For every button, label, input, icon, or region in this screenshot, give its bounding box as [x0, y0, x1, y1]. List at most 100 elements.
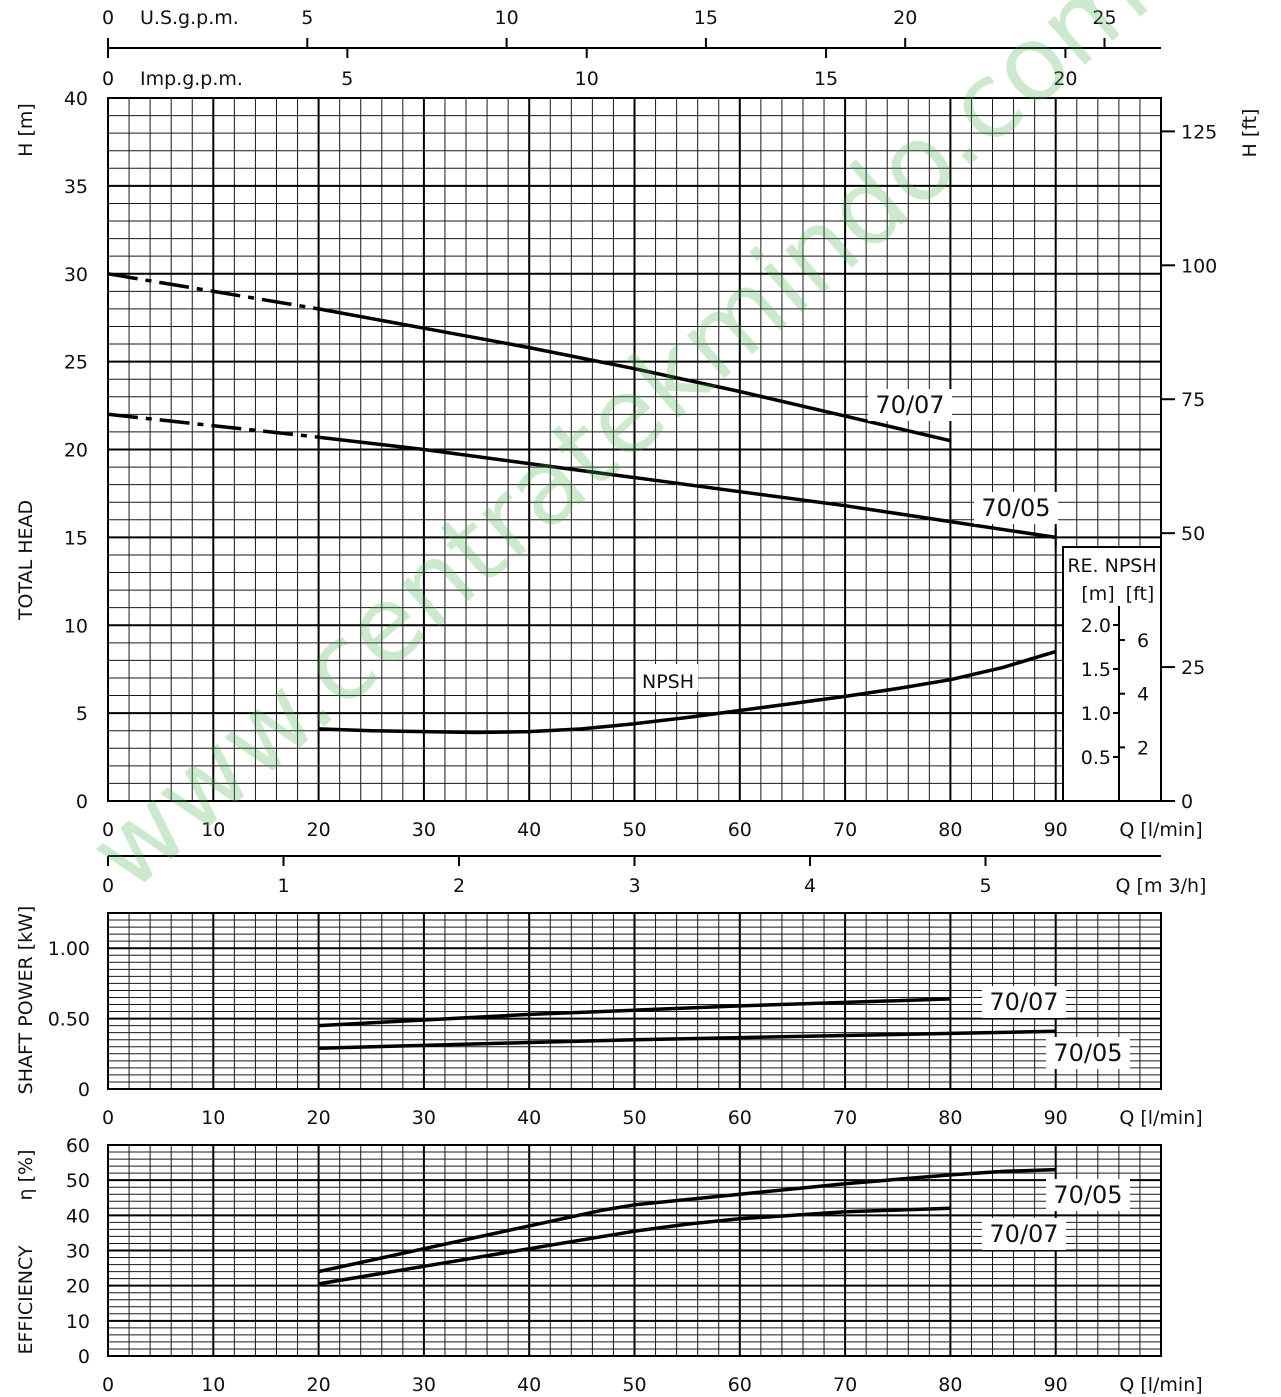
eff-x-tick-label: 60: [728, 1374, 752, 1396]
power-x-axis-label: Q [l/min]: [1119, 1107, 1202, 1129]
power-x-tick-label: 40: [517, 1107, 541, 1129]
npsh-label-bg: [636, 664, 698, 692]
head-ft-tick-label: 125: [1181, 121, 1217, 143]
power-curve-label: 70/05: [1053, 1039, 1122, 1067]
head-curve-70-07-dashed: [107, 272, 319, 311]
head-curve-70-07: [318, 307, 951, 443]
impgpm-scale-tick-label: 15: [814, 68, 838, 90]
head-curve-70-05-dashed: [107, 412, 319, 439]
head-grid: [107, 97, 1162, 802]
head-y-axis-label: H [m]: [15, 103, 37, 157]
eff-y-tick-label: 10: [66, 1311, 90, 1333]
npsh-inset-m-tick-label: 1.5: [1081, 659, 1111, 681]
head-curve-label-bg: [974, 492, 1058, 524]
head-y-tick-label: 20: [64, 440, 88, 462]
m3h-scale-tick-label: 4: [804, 875, 816, 897]
head-curve-label-bg: [868, 389, 952, 421]
head-x-tick-label: 80: [938, 819, 962, 841]
power-curve-70-07: [318, 997, 951, 1028]
eff-x-axis-label: Q [l/min]: [1119, 1374, 1202, 1396]
head-x-axis-label: Q [l/min]: [1119, 819, 1202, 841]
head-y-tick-label: 35: [64, 176, 88, 198]
head-ft-tick-label: 75: [1181, 389, 1205, 411]
power-curve-label: 70/07: [989, 988, 1058, 1016]
npsh-inset-unit-m: [m]: [1081, 583, 1114, 605]
eff-y-tick-label: 50: [66, 1170, 90, 1192]
power-y-tick-label: 0: [78, 1079, 90, 1101]
eff-curve-label: 70/07: [989, 1220, 1058, 1248]
head-y-tick-label: 5: [76, 703, 88, 725]
head-y-axis-ft-label: H [ft]: [1239, 109, 1261, 158]
head-ft-tick-label: 100: [1181, 255, 1217, 277]
eff-curve-70-05: [318, 1167, 1056, 1274]
head-y-axis-side-label: TOTAL HEAD: [15, 500, 37, 621]
npsh-inset-m-tick-label: 0.5: [1081, 747, 1111, 769]
head-curve-label: 70/05: [981, 494, 1050, 522]
power-x-tick-label: 0: [102, 1107, 114, 1129]
head-x-tick-label: 0: [102, 819, 114, 841]
usgpm-scale-tick-label: 5: [301, 7, 313, 29]
m3h-scale-tick-label: 1: [277, 875, 289, 897]
power-x-tick-label: 50: [622, 1107, 646, 1129]
head-x-tick-label: 50: [622, 819, 646, 841]
eff-y-tick-label: 30: [66, 1241, 90, 1263]
usgpm-scale-tick-label: 20: [893, 7, 917, 29]
impgpm-scale-tick-label: 10: [575, 68, 599, 90]
head-x-tick-label: 10: [201, 819, 225, 841]
m3h-scale-tick-label: 5: [979, 875, 991, 897]
head-x-tick-label: 20: [307, 819, 331, 841]
head-x-tick-label: 70: [833, 819, 857, 841]
npsh-inset-ft-tick-label: 6: [1137, 630, 1149, 652]
power-curve-70-05: [318, 1029, 1056, 1050]
m3h-scale-tick-label: 2: [453, 875, 465, 897]
eff-x-tick-label: 0: [102, 1374, 114, 1396]
eff-x-tick-label: 20: [307, 1374, 331, 1396]
power-y-tick-label: 1.00: [48, 938, 90, 960]
eff-x-tick-label: 50: [622, 1374, 646, 1396]
m3h-scale-tick-label: 0: [102, 875, 114, 897]
impgpm-scale-tick-label: 5: [341, 68, 353, 90]
eff-x-tick-label: 10: [201, 1374, 225, 1396]
power-x-tick-label: 90: [1044, 1107, 1068, 1129]
eff-y-tick-label: 60: [66, 1135, 90, 1157]
head-curve-label: 70/07: [875, 391, 944, 419]
head-frame: [107, 97, 1162, 802]
power-curve-label-bg: [982, 986, 1066, 1018]
eff-curve-label-bg: [982, 1218, 1066, 1250]
eff-x-tick-label: 80: [938, 1374, 962, 1396]
power-curve-label-bg: [1046, 1037, 1130, 1069]
eff-y-axis-label: EFFICIENCY: [15, 1245, 37, 1354]
power-x-tick-label: 60: [728, 1107, 752, 1129]
eff-x-tick-label: 30: [412, 1374, 436, 1396]
head-ft-tick-label: 0: [1181, 791, 1193, 813]
watermark-text: www.centratekmindo.com: [66, 0, 1170, 914]
head-curve-70-05: [318, 435, 1056, 540]
power-x-tick-label: 10: [201, 1107, 225, 1129]
eff-x-tick-label: 40: [517, 1374, 541, 1396]
eff-grid: [107, 1144, 1162, 1357]
head-x-tick-label: 30: [412, 819, 436, 841]
head-y-tick-label: 10: [64, 615, 88, 637]
power-y-tick-label: 0.50: [48, 1009, 90, 1031]
impgpm-scale-tick-label: 20: [1053, 68, 1077, 90]
npsh-inset-box: [1062, 546, 1162, 802]
npsh-inset-ft-tick-label: 2: [1137, 737, 1149, 759]
m3h-scale-tick-label: 3: [628, 875, 640, 897]
head-y-tick-label: 15: [64, 527, 88, 549]
power-y-axis-label: SHAFT POWER [kW]: [15, 906, 37, 1095]
eff-x-tick-label: 90: [1044, 1374, 1068, 1396]
npsh-inset-unit-ft: [ft]: [1126, 583, 1155, 605]
npsh-curve: [318, 649, 1057, 735]
eff-frame: [107, 1144, 1162, 1357]
usgpm-scale-tick-label: 25: [1092, 7, 1116, 29]
m3h-scale-label: Q [m 3/h]: [1116, 875, 1207, 897]
label-layer: 70/07 70/05 NPSH RE. NPSH [m] [ft] 0.5 1.0 1.5 2.…: [636, 389, 1162, 1250]
npsh-inset-title: RE. NPSH: [1067, 555, 1156, 577]
impgpm-scale-label: Imp.g.p.m.: [140, 68, 243, 90]
head-ft-tick-label: 25: [1181, 657, 1205, 679]
eff-curve-label-bg: [1046, 1179, 1130, 1211]
usgpm-scale-tick-label: 15: [694, 7, 718, 29]
power-x-tick-label: 30: [412, 1107, 436, 1129]
